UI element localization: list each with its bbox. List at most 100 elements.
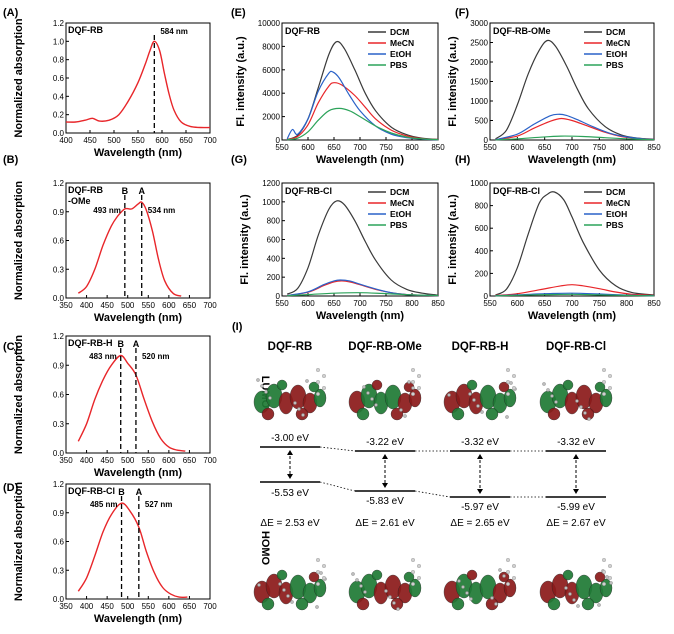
molecule-name: DQF-RB-H	[452, 341, 509, 353]
series-line-mecn	[287, 82, 439, 141]
x-tick-label: 600	[301, 143, 315, 152]
x-tick-label: 550	[142, 301, 156, 310]
orbital-lobe	[308, 381, 320, 393]
atom-dot	[316, 570, 320, 574]
atom-dot	[512, 564, 516, 568]
x-tick-label: 700	[565, 143, 579, 152]
x-tick-label: 550	[142, 602, 156, 611]
orbital-lobe	[356, 597, 370, 611]
orbital-lobe	[451, 407, 465, 421]
plot-frame	[65, 22, 211, 134]
y-axis-label: Fl. intensity (a.u.)	[447, 36, 459, 127]
homo-energy: -5.83 eV	[366, 496, 404, 507]
atom-dot	[411, 392, 415, 396]
y-tick-label: 1500	[470, 78, 488, 87]
atom-dot	[505, 415, 509, 419]
atom-dot	[498, 568, 502, 572]
x-tick-label: 450	[100, 602, 114, 611]
gap-value: ΔE = 2.67 eV	[546, 518, 606, 529]
legend-label: DCM	[606, 187, 625, 197]
x-tick-label: 800	[620, 143, 634, 152]
atom-dot	[363, 590, 367, 594]
plot-frame	[281, 182, 439, 297]
lumo-energy: -3.00 eV	[271, 433, 309, 444]
y-tick-label: 6000	[262, 66, 280, 75]
orbital-lobe	[371, 379, 383, 391]
lumo-energy: -3.32 eV	[557, 437, 595, 448]
y-tick-label: 0.6	[53, 391, 65, 400]
atom-dot	[264, 390, 268, 394]
y-tick-label: 0.6	[53, 74, 65, 83]
chart-title: DQF-RB	[285, 26, 320, 36]
orbital-lobe	[371, 569, 383, 581]
lumo-orbital-icon	[348, 368, 422, 421]
legend-label: DCM	[390, 187, 409, 197]
atom-dot	[512, 576, 516, 580]
y-tick-label: 10000	[258, 19, 281, 28]
y-axis-label: Normalized absorption	[13, 18, 25, 137]
orbital-lobe	[547, 407, 561, 421]
y-tick-label: 0.3	[53, 420, 65, 429]
x-axis-label: Wavelength (nm)	[94, 467, 183, 479]
x-tick-label: 650	[327, 299, 341, 308]
y-tick-label: 600	[267, 236, 281, 245]
y-tick-label: 0.9	[53, 208, 65, 217]
y-tick-label: 1.2	[53, 332, 65, 341]
atom-dot	[506, 380, 510, 384]
orbital-lobe	[451, 597, 465, 611]
atom-dot	[256, 378, 260, 382]
legend-label: MeCN	[390, 198, 414, 208]
y-tick-label: 1200	[262, 179, 280, 188]
y-tick-label: 1000	[470, 179, 488, 188]
y-axis-label: Normalized absorption	[13, 335, 25, 454]
atom-dot	[542, 382, 546, 386]
atom-dot	[550, 394, 554, 398]
y-axis-label: Normalized absorption	[13, 181, 25, 300]
y-tick-label: 0.8	[53, 56, 65, 65]
x-tick-label: 650	[538, 143, 552, 152]
atom-dot	[506, 558, 510, 562]
atom-dot	[411, 570, 415, 574]
atom-dot	[609, 581, 613, 585]
chart-title: DQF-RB	[68, 185, 103, 195]
orbital-lobe	[356, 407, 370, 421]
chart-panel-0: (A) 400 450 500 550 600 650 700 0.0 0.2 0.4 0.6 0.8 1…	[3, 7, 217, 159]
chart-panel-3: (D) 350 400 450 500 550 600 650 700 0.0 0.3 0.6 0.9 1…	[3, 480, 217, 625]
peak-label: 527 nm	[145, 500, 173, 509]
chart-panel-4: (E) 550 600 650 700 750 800 850 0 2000 4000 6000 800…	[231, 7, 445, 166]
x-tick-label: 500	[121, 301, 135, 310]
x-tick-label: 600	[511, 299, 525, 308]
y-tick-label: 500	[475, 117, 489, 126]
y-axis-label: Fl. intensity (a.u.)	[447, 194, 459, 285]
legend-label: MeCN	[390, 38, 414, 48]
homo-energy: -5.53 eV	[271, 488, 309, 499]
x-tick-label: 650	[183, 456, 197, 465]
atom-dot	[583, 411, 587, 415]
peak-marker: B	[118, 487, 125, 497]
series-line-mecn	[495, 284, 655, 296]
x-tick-label: 600	[162, 301, 176, 310]
x-tick-label: 850	[647, 299, 661, 308]
gap-arrow-head-down	[287, 474, 293, 479]
atom-dot	[316, 368, 320, 372]
x-tick-label: 700	[565, 299, 579, 308]
series-line-etoh	[286, 70, 439, 141]
gap-arrow-head-up	[382, 454, 388, 459]
orbital-lobe	[594, 571, 606, 583]
x-tick-label: 650	[538, 299, 552, 308]
x-tick-label: 750	[379, 299, 393, 308]
atom-dot	[608, 576, 612, 580]
homo-energy: -5.99 eV	[557, 502, 595, 513]
atom-dot	[494, 602, 498, 606]
y-tick-label: 0.3	[53, 566, 65, 575]
y-tick-label: 1.2	[53, 179, 65, 188]
y-tick-label: 2000	[262, 113, 280, 122]
chart-panel-2: (C) 350 400 450 500 550 600 650 700 0.0 0.3 0.6 0.9 1…	[3, 332, 217, 479]
panel-label: (F)	[455, 7, 469, 19]
gap-value: ΔE = 2.65 eV	[450, 518, 510, 529]
legend-label: PBS	[390, 60, 408, 70]
legend-label: PBS	[606, 220, 624, 230]
orbital-lobe	[581, 597, 595, 611]
y-tick-label: 600	[475, 224, 489, 233]
y-tick-label: 0	[484, 136, 489, 145]
